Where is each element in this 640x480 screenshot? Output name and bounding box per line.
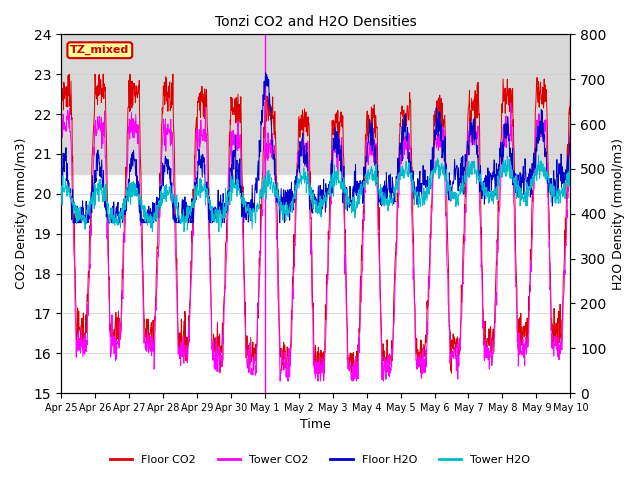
Bar (61, 35, 570, 174)
Legend: Floor CO2, Tower CO2, Floor H2O, Tower H2O: Floor CO2, Tower CO2, Floor H2O, Tower H… (105, 451, 535, 469)
Y-axis label: CO2 Density (mmol/m3): CO2 Density (mmol/m3) (15, 138, 28, 289)
Text: TZ_mixed: TZ_mixed (70, 45, 129, 55)
Y-axis label: H2O Density (mmol/m3): H2O Density (mmol/m3) (612, 138, 625, 290)
X-axis label: Time: Time (300, 419, 331, 432)
Title: Tonzi CO2 and H2O Densities: Tonzi CO2 and H2O Densities (215, 15, 417, 29)
